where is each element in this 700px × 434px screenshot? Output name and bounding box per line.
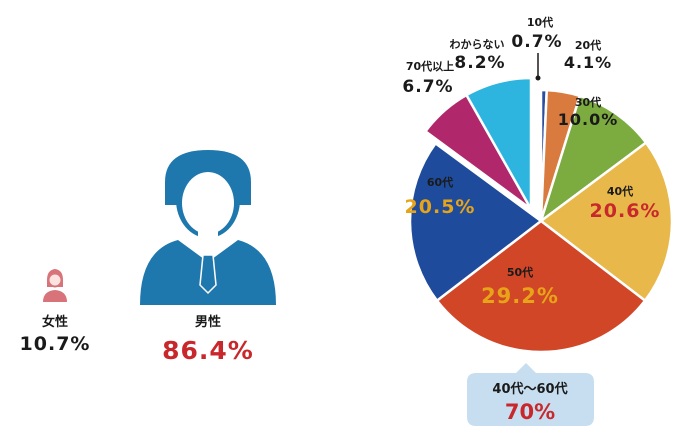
callout-label: 40代～60代: [492, 381, 567, 397]
slice-label-2: 20代: [575, 38, 601, 52]
male-person-icon: [140, 150, 276, 305]
age-range-callout: 40代～60代 70%: [467, 363, 594, 426]
female-person-icon: [43, 269, 67, 302]
slice-label-1: 10代: [527, 15, 553, 29]
slice-value-8: 8.2%: [454, 53, 505, 73]
male-value: 86.4%: [162, 336, 254, 365]
slice-value-7: 6.7%: [402, 77, 453, 97]
male-label: 男性: [195, 314, 221, 330]
pie-slice-8: [464, 76, 533, 214]
slice-value-5: 29.2%: [481, 284, 559, 308]
slice-label-7: 70代以上: [406, 59, 454, 73]
leader-dot: [535, 75, 541, 81]
pie-slice-4: [538, 140, 674, 303]
pie-slice-3: [538, 94, 648, 225]
female-label: 女性: [42, 314, 68, 330]
female-value: 10.7%: [20, 333, 91, 355]
slice-value-6: 20.5%: [405, 196, 476, 218]
callout-value: 70%: [505, 400, 555, 424]
slice-value-2: 4.1%: [564, 53, 612, 72]
slice-value-3: 10.0%: [558, 110, 619, 129]
slice-value-4: 20.6%: [590, 200, 661, 222]
slice-value-1: 0.7%: [511, 32, 562, 52]
slice-label-6: 60代: [427, 175, 453, 189]
pie-slice-5: [435, 219, 647, 354]
slice-label-5: 50代: [507, 265, 533, 279]
slice-label-4: 40代: [607, 184, 633, 198]
slice-label-3: 30代: [575, 95, 601, 109]
pie-slice-6: [408, 141, 544, 303]
slice-label-8: わからない: [450, 38, 505, 51]
